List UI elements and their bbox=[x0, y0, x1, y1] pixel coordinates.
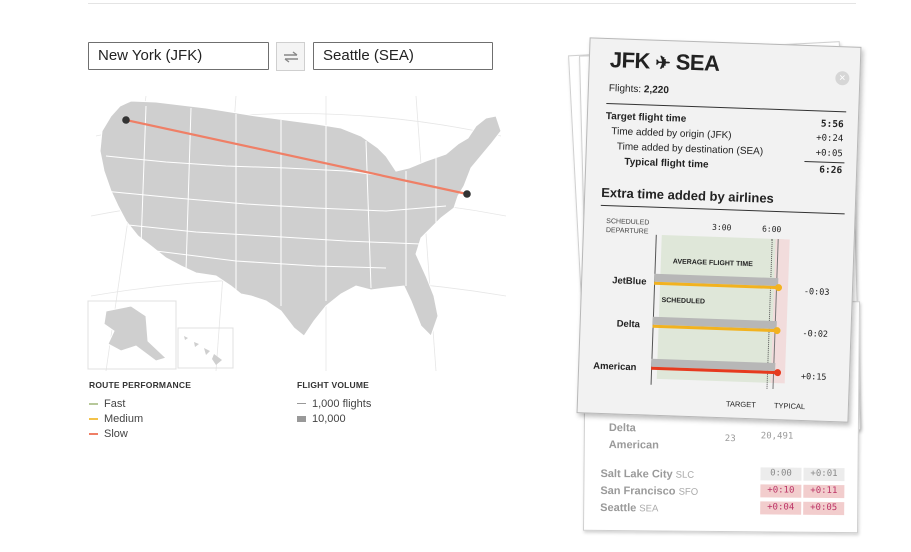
typical-flight-time-label: Typical flight time bbox=[624, 156, 709, 171]
destination-input[interactable]: Seattle (SEA) bbox=[313, 42, 493, 70]
top-divider bbox=[88, 3, 856, 4]
bg-city-row: San Francisco SFO bbox=[600, 484, 699, 498]
airline-delta-value: -0:03 bbox=[803, 287, 830, 298]
bg-city-row: Seattle SEA bbox=[600, 501, 659, 515]
swap-icon bbox=[283, 50, 298, 63]
origin-added-label: Time added by origin (JFK) bbox=[611, 126, 732, 142]
typical-flight-time-value: 6:26 bbox=[819, 164, 843, 177]
swap-button[interactable] bbox=[276, 42, 305, 71]
bg-airline-name: Delta bbox=[608, 422, 636, 435]
sum-divider bbox=[804, 160, 845, 164]
divider bbox=[606, 102, 847, 113]
airline-american[interactable]: American bbox=[592, 360, 637, 374]
bg-pill: +0:11 bbox=[803, 484, 845, 499]
target-flight-time-value: 5:56 bbox=[820, 118, 844, 131]
destination-added-value: +0:05 bbox=[815, 148, 843, 160]
legend-item: Slow bbox=[89, 426, 191, 441]
legend-item: Medium bbox=[89, 411, 191, 426]
hawaii-shape bbox=[184, 336, 222, 365]
flights-count: Flights: 2,220 bbox=[608, 83, 670, 97]
bg-city-row: Salt Lake City SLC bbox=[600, 467, 695, 481]
tick-3h: 3:00 bbox=[711, 222, 732, 233]
route-performance-legend: ROUTE PERFORMANCE Fast Medium Slow bbox=[89, 380, 191, 441]
route-line[interactable] bbox=[125, 118, 468, 196]
seattle-marker[interactable] bbox=[122, 116, 130, 124]
airline-jetblue[interactable]: JetBlue bbox=[611, 275, 647, 288]
origin-added-value: +0:24 bbox=[815, 133, 844, 145]
typical-axis-label: TYPICAL bbox=[773, 401, 806, 412]
bg-pill: +0:01 bbox=[803, 467, 845, 482]
scheduled-label: SCHEDULED bbox=[661, 297, 706, 306]
airline-delta-value: +0:15 bbox=[800, 371, 827, 383]
legend-title: FLIGHT VOLUME bbox=[297, 380, 370, 390]
legend-item: 1,000 flights bbox=[297, 396, 371, 411]
us-map bbox=[87, 96, 507, 371]
sched-departure-label: SCHEDULED DEPARTURE bbox=[605, 218, 650, 236]
airline-delta-value: -0:02 bbox=[802, 328, 829, 340]
legend-item: Fast bbox=[89, 396, 191, 411]
bg-pill: +0:04 bbox=[760, 501, 802, 515]
bg-pill: +0:05 bbox=[803, 501, 845, 516]
usa-shape bbox=[99, 100, 502, 337]
extra-time-title: Extra time added by airlines bbox=[600, 184, 775, 206]
alaska-shape bbox=[103, 305, 167, 362]
jfk-marker[interactable] bbox=[463, 190, 471, 198]
divider bbox=[600, 204, 845, 215]
bg-airline-name: American bbox=[608, 439, 659, 452]
tick-6h: 6:00 bbox=[761, 224, 782, 235]
route-detail-card: JFK ✈ SEA × Flights: 2,220 Target flight… bbox=[576, 37, 862, 423]
bg-pill: 0:00 bbox=[760, 467, 802, 481]
bg-value: 20,491 bbox=[760, 431, 794, 442]
legend-item: 10,000 bbox=[297, 411, 371, 426]
bg-pill: +0:10 bbox=[760, 484, 802, 498]
legend-title: ROUTE PERFORMANCE bbox=[89, 380, 192, 390]
bg-value: 23 bbox=[724, 434, 736, 445]
airline-delta[interactable]: Delta bbox=[616, 318, 641, 331]
target-axis-label: TARGET bbox=[725, 399, 756, 410]
airplane-icon: ✈ bbox=[655, 52, 671, 74]
origin-input[interactable]: New York (JFK) bbox=[88, 42, 269, 70]
target-flight-time-label: Target flight time bbox=[605, 110, 687, 125]
flight-volume-legend: FLIGHT VOLUME 1,000 flights 10,000 bbox=[297, 380, 371, 426]
route-title: JFK ✈ SEA bbox=[609, 47, 720, 76]
close-icon[interactable]: × bbox=[835, 70, 850, 86]
destination-added-label: Time added by destination (SEA) bbox=[616, 141, 764, 158]
